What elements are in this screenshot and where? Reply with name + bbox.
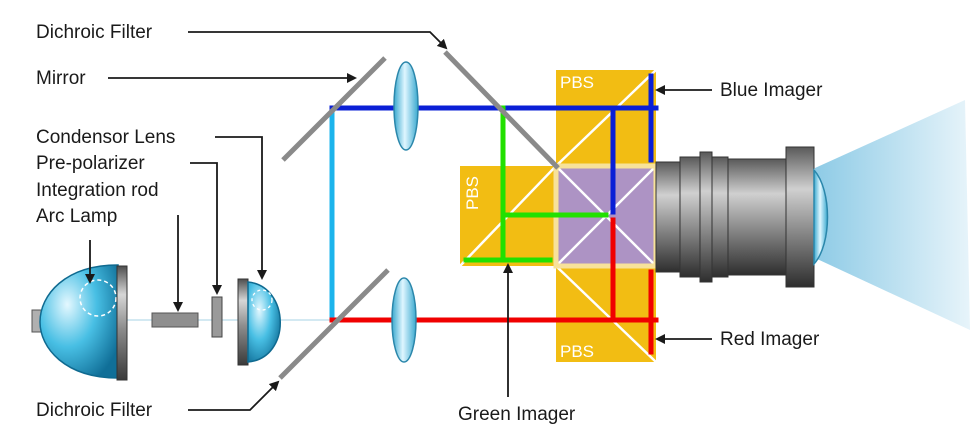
pbs-prism-bottom [555,265,657,363]
pre-polarizer [211,296,223,338]
pbs-label-top: PBS [560,73,594,92]
green-beam [463,105,609,263]
arc-lamp [31,264,128,381]
label-green-imager: Green Imager [458,404,576,425]
integration-rod [151,312,199,328]
blue-beam [329,73,659,215]
dichroic-filter-top [443,50,560,170]
dichroic-filter-bottom [278,268,390,380]
pbs-label-bottom: PBS [560,342,594,361]
pbs-prism-top [555,69,657,167]
label-arc-lamp: Arc Lamp [36,206,117,227]
leader-dichroic-filter-top [188,31,448,50]
label-dichroic-filter-top: Dichroic Filter [36,22,153,43]
relay-lens-bottom [391,277,417,363]
label-mirror: Mirror [36,68,86,89]
label-dichroic-filter-bottom: Dichroic Filter [36,400,153,421]
label-pre-polarizer: Pre-polarizer [36,153,145,174]
leader-dichroic-filter-bottom [188,380,280,411]
leader-condensor-lens [215,136,267,280]
pbs-label-left: PBS [463,176,482,210]
label-blue-imager: Blue Imager [720,80,823,101]
condensor-lens [237,278,281,366]
label-integration-rod: Integration rod [36,180,159,201]
relay-lens-top [393,61,419,151]
label-condensor-lens: Condensor Lens [36,127,175,148]
projection-lens [655,146,829,288]
label-red-imager: Red Imager [720,329,820,350]
red-beam [329,217,659,355]
mirror [281,56,387,162]
projection-light-cone [815,100,970,330]
leader-pre-polarizer [190,162,222,295]
